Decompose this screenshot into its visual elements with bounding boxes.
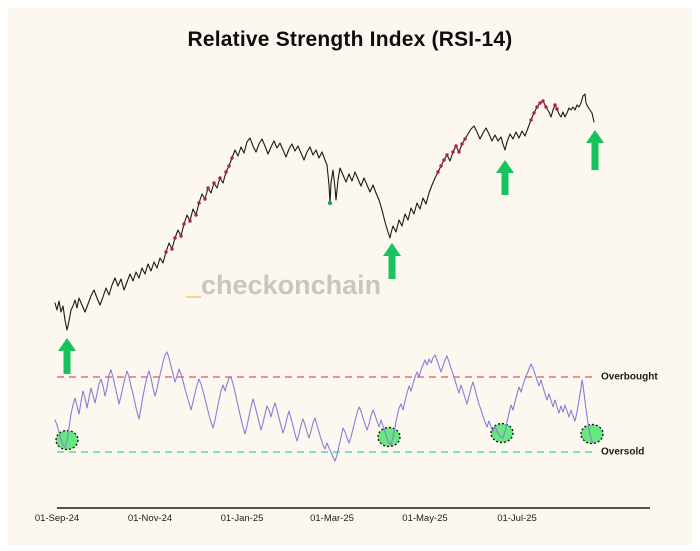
sell-marker-dot [197, 201, 201, 205]
sell-marker-dot [451, 150, 455, 154]
sell-marker-dot [170, 247, 174, 251]
sell-marker-dot [463, 137, 467, 141]
chart-title: Relative Strength Index (RSI-14) [187, 28, 513, 51]
sell-marker-dot [230, 156, 234, 160]
x-tick-label: 01-Nov-24 [127, 513, 173, 524]
sell-marker-dot [529, 118, 533, 122]
buy-arrow [383, 243, 401, 279]
sell-marker-dot [439, 164, 443, 168]
rsi-line [54, 351, 594, 462]
watermark: _checkonchain [186, 272, 381, 299]
x-tick-label: 01-May-25 [402, 513, 448, 524]
watermark-text: checkonchain [201, 270, 382, 300]
sell-marker-dot [535, 105, 539, 109]
sell-marker-dot [454, 144, 458, 148]
oversold-circle [490, 422, 514, 444]
sell-marker-dot [445, 153, 449, 157]
sell-marker-dot [206, 186, 210, 190]
sell-marker-dot [188, 219, 192, 223]
sell-marker-dot [538, 101, 542, 105]
x-tick-label: 01-Mar-25 [310, 513, 354, 524]
buy-marker-dot [327, 200, 333, 206]
watermark-underscore-icon: _ [186, 270, 202, 300]
sell-marker-dot [442, 158, 446, 162]
x-tick-label: 01-Sep-24 [34, 513, 80, 524]
buy-arrow [58, 338, 76, 374]
chart-background-card [8, 8, 692, 545]
x-tick-label: 01-Jul-25 [497, 513, 537, 524]
sell-marker-dot [224, 170, 228, 174]
price-line [54, 93, 595, 331]
sell-marker-dot [179, 234, 183, 238]
sell-marker-dot [212, 181, 216, 185]
sell-marker-dot [541, 99, 545, 103]
sell-marker-dot [555, 107, 559, 111]
sell-marker-dot [553, 103, 557, 107]
sell-marker-dot [544, 105, 548, 109]
overbought-label: Overbought [601, 371, 658, 383]
sell-marker-dot [457, 150, 461, 154]
sell-marker-dot [164, 250, 168, 254]
oversold-label: Oversold [601, 446, 645, 458]
sell-marker-dot [227, 164, 231, 168]
x-tick-label: 01-Jan-25 [220, 513, 264, 524]
buy-arrow [586, 130, 604, 170]
sell-marker-dot [436, 170, 440, 174]
sell-marker-dot [218, 176, 222, 180]
sell-marker-dot [532, 111, 536, 115]
buy-arrow [496, 160, 514, 195]
sell-marker-dot [194, 213, 198, 217]
oversold-circle [580, 423, 604, 445]
sell-marker-dot [203, 197, 207, 201]
sell-marker-dot [460, 142, 464, 146]
sell-marker-dot [182, 222, 186, 226]
sell-marker-dot [173, 236, 177, 240]
